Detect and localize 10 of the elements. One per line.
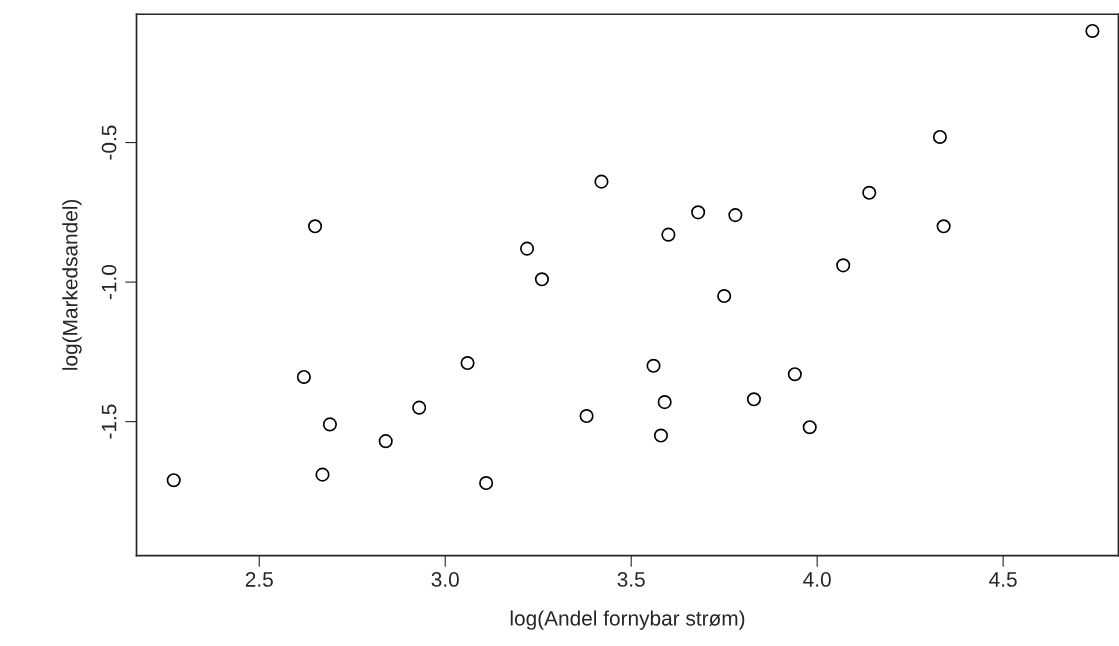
x-tick-label: 3.0 — [431, 572, 459, 587]
x-tick-label: 4.0 — [803, 572, 831, 587]
y-tick-label: -1.5 — [101, 404, 117, 439]
y-axis-title: log(Markedsandel) — [62, 199, 82, 370]
y-tick-label: -0.5 — [101, 125, 117, 160]
x-tick-label: 2.5 — [245, 572, 273, 587]
x-axis-title: log(Andel fornybar strøm) — [510, 610, 745, 630]
x-tick-label: 4.5 — [989, 572, 1017, 587]
x-tick-label: 3.5 — [617, 572, 645, 587]
y-tick-label: -1.0 — [101, 264, 117, 300]
